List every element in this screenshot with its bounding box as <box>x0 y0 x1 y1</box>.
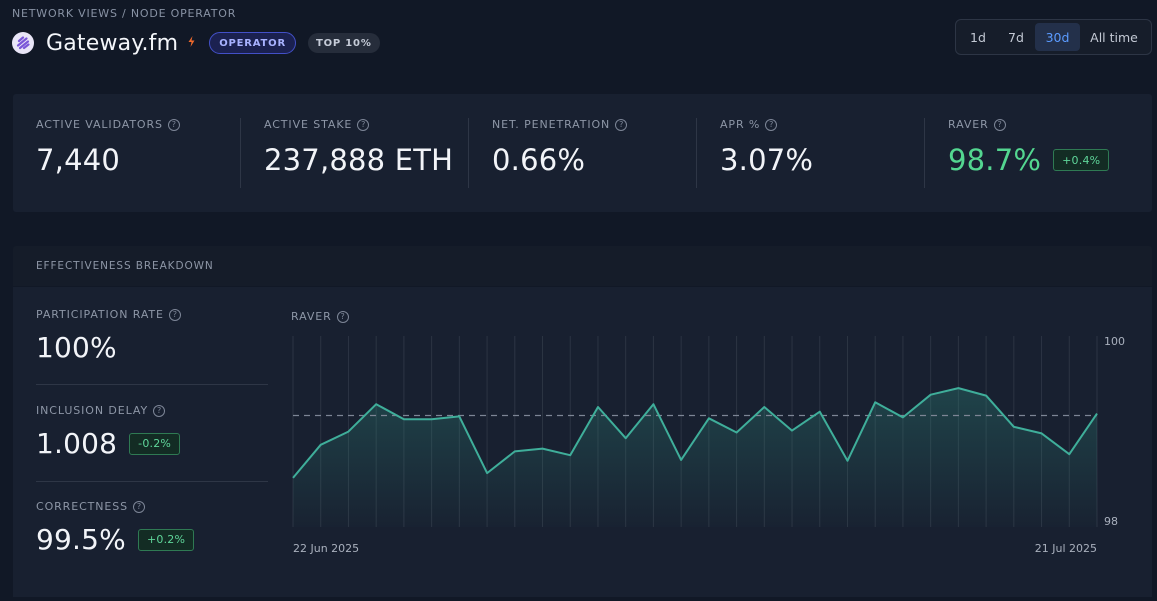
divider <box>240 118 241 188</box>
range-all-time-button[interactable]: All time <box>1090 29 1138 45</box>
data-point[interactable] <box>928 392 933 397</box>
delta-badge: -0.2% <box>129 432 181 455</box>
stat-value: 98.7% <box>948 143 1042 177</box>
help-icon[interactable]: ? <box>153 404 166 417</box>
data-point[interactable] <box>485 471 490 476</box>
effectiveness-panel: PARTICIPATION RATE? 100% INCLUSION DELAY… <box>13 287 1152 597</box>
data-point[interactable] <box>762 404 767 409</box>
stat-value: 3.07% <box>720 143 814 177</box>
stat-active-stake: ACTIVE STAKE? 237,888 ETH <box>264 118 453 188</box>
help-icon[interactable]: ? <box>615 118 628 131</box>
divider <box>36 384 268 385</box>
data-point[interactable] <box>401 417 406 422</box>
data-point[interactable] <box>956 386 961 391</box>
data-point[interactable] <box>512 449 517 454</box>
stat-label: APR % <box>720 118 761 131</box>
data-point[interactable] <box>623 436 628 441</box>
data-point[interactable] <box>374 402 379 407</box>
data-point[interactable] <box>845 458 850 463</box>
section-title: EFFECTIVENESS BREAKDOWN <box>36 260 214 272</box>
gateway-logo-icon <box>12 32 34 54</box>
divider <box>696 118 697 188</box>
metric-value: 99.5% <box>36 523 126 556</box>
data-point[interactable] <box>1095 411 1100 416</box>
metric-value: 1.008 <box>36 427 118 460</box>
range-7d-button[interactable]: 7d <box>1008 29 1024 45</box>
range-30d-button[interactable]: 30d <box>1035 23 1080 51</box>
data-point[interactable] <box>900 415 905 420</box>
data-point[interactable] <box>1011 424 1016 429</box>
data-point[interactable] <box>346 429 351 434</box>
y-tick-label-bottom: 98 <box>1104 515 1118 528</box>
divider <box>468 118 469 188</box>
breadcrumb[interactable]: NETWORK VIEWS / NODE OPERATOR <box>12 7 237 20</box>
stat-net-penetration: NET. PENETRATION? 0.66% <box>492 118 628 188</box>
data-point[interactable] <box>1039 431 1044 436</box>
stat-label: NET. PENETRATION <box>492 118 611 131</box>
stats-panel: ACTIVE VALIDATORS? 7,440 ACTIVE STAKE? 2… <box>13 94 1152 212</box>
data-point[interactable] <box>817 409 822 414</box>
data-point[interactable] <box>706 416 711 421</box>
data-point[interactable] <box>291 475 296 480</box>
data-point[interactable] <box>540 446 545 451</box>
metric-inclusion-delay: INCLUSION DELAY? 1.008 -0.2% <box>36 404 268 460</box>
metric-participation-rate: PARTICIPATION RATE? 100% <box>36 308 268 364</box>
divider <box>924 118 925 188</box>
operator-badge: OPERATOR <box>209 32 296 54</box>
range-1d-button[interactable]: 1d <box>970 29 986 45</box>
data-point[interactable] <box>651 402 656 407</box>
data-point[interactable] <box>318 442 323 447</box>
delta-badge: +0.4% <box>1053 149 1110 171</box>
bolt-icon <box>188 35 195 51</box>
raver-series-line <box>292 387 1098 479</box>
data-point[interactable] <box>873 400 878 405</box>
stat-label: ACTIVE STAKE <box>264 118 353 131</box>
data-point[interactable] <box>679 457 684 462</box>
metric-label: PARTICIPATION RATE <box>36 308 164 321</box>
stat-label: ACTIVE VALIDATORS <box>36 118 163 131</box>
raver-line-chart: 100 98 22 Jun 2025 21 Jul 2025 <box>291 335 1125 555</box>
data-point[interactable] <box>457 414 462 419</box>
metric-label: INCLUSION DELAY <box>36 404 149 417</box>
metric-correctness: CORRECTNESS? 99.5% +0.2% <box>36 500 268 556</box>
data-point[interactable] <box>429 417 434 422</box>
help-icon[interactable]: ? <box>993 118 1006 131</box>
stat-label: RAVER <box>948 118 989 131</box>
time-range-selector: 1d 7d 30d All time <box>955 19 1152 55</box>
data-point[interactable] <box>568 453 573 458</box>
stat-raver: RAVER? 98.7% +0.4% <box>948 118 1110 188</box>
data-point[interactable] <box>790 428 795 433</box>
page-title: Gateway.fm <box>46 30 179 56</box>
data-point[interactable] <box>734 430 739 435</box>
metric-label: CORRECTNESS <box>36 500 129 513</box>
help-icon[interactable]: ? <box>133 500 146 513</box>
data-point[interactable] <box>984 393 989 398</box>
rank-badge: TOP 10% <box>307 33 380 53</box>
divider <box>36 481 268 482</box>
stat-value: 237,888 ETH <box>264 143 454 177</box>
delta-badge: +0.2% <box>137 528 195 551</box>
help-icon[interactable]: ? <box>168 308 181 321</box>
chart-area-fill <box>293 388 1097 527</box>
stat-apr: APR %? 3.07% <box>720 118 813 188</box>
help-icon[interactable]: ? <box>167 118 180 131</box>
stat-value: 7,440 <box>36 143 121 177</box>
x-tick-label-start: 22 Jun 2025 <box>293 542 359 555</box>
help-icon[interactable]: ? <box>765 118 778 131</box>
metric-value: 100% <box>36 331 117 364</box>
effectiveness-header: EFFECTIVENESS BREAKDOWN <box>13 246 1152 286</box>
help-icon[interactable]: ? <box>357 118 370 131</box>
chart-title: RAVER <box>291 310 332 323</box>
data-point[interactable] <box>1067 452 1072 457</box>
x-tick-label-end: 21 Jul 2025 <box>1035 542 1097 555</box>
y-tick-label-top: 100 <box>1104 335 1125 348</box>
help-icon[interactable]: ? <box>336 310 349 323</box>
data-point[interactable] <box>595 404 600 409</box>
stat-value: 0.66% <box>492 143 586 177</box>
page-header: Gateway.fm OPERATOR TOP 10% <box>12 30 380 56</box>
stat-active-validators: ACTIVE VALIDATORS? 7,440 <box>36 118 180 188</box>
